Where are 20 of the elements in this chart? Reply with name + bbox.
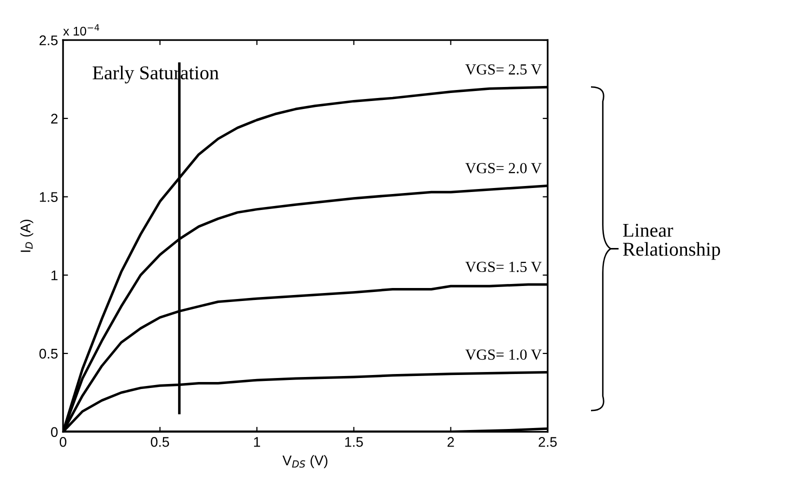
x-tick-label: 2.5 [538,437,557,447]
text: x 10$^{−4}$ [63,24,100,36]
x-tick-label: 1.5 [345,437,363,447]
y-axis-title: I$_{D}$ (A) [20,220,34,252]
legend-label: VGS= 1.0 V [465,349,542,360]
legend-label: VGS= 1.5 V [465,262,542,272]
y-tick-label: 2.5 [40,35,58,46]
y-tick-label: 0.5 [39,348,58,359]
y-tick-label: 1 [52,270,58,280]
y-tick-label: 2 [51,114,58,124]
x-tick-label: 0.5 [150,437,170,447]
x-axis-title: V$_{DS}$ (V) [282,455,328,468]
text: Linear Relationship [623,224,720,260]
y-tick-label: 1.5 [40,192,58,202]
x-tick-label: 2 [448,437,454,447]
x-tick-label: 0 [60,437,66,447]
y-tick-label: 0 [51,427,58,437]
series-label: VGS= 2.0 V [465,162,542,174]
x-tick-label: 1 [254,437,260,447]
series-label: VGS= 2.5 V [465,64,542,75]
